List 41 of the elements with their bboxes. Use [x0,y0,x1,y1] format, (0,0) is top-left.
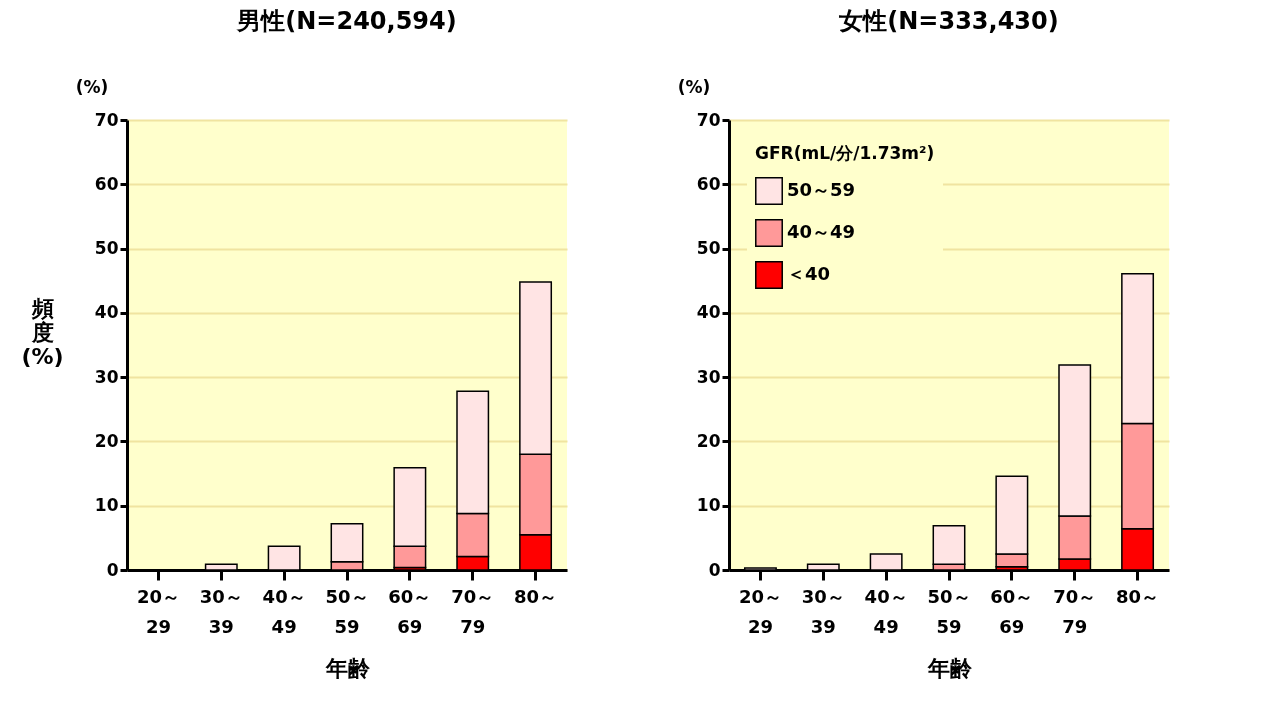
text: (%) [75,77,109,97]
y-tick-label: 50 [696,238,721,259]
legend-title: GFR(mL/分/1.73m²) [755,143,935,163]
x-tick-label: 20～ 29 [738,585,782,637]
y-tick-label: 40 [94,302,119,323]
y-tick-label: 0 [708,559,721,580]
x-tick-label: 80～ [1116,585,1160,607]
x-tick-label: 70～ 79 [1053,585,1097,637]
x-tick-label: 80～ [514,585,558,607]
y-tick-label: 30 [696,366,721,387]
legend-label: 40～49 [787,221,856,242]
y-tick-label: 20 [696,430,721,451]
x-axis-title: 年齢 [926,655,973,681]
legend-label: 50～59 [787,179,856,200]
x-tick-label: 60～ 69 [388,585,432,637]
y-axis-title: 頻度(%) [21,295,64,369]
x-tick-label: 70～ 79 [451,585,495,637]
x-tick-label: 30～ 39 [801,585,845,637]
y-tick-label: 30 [94,366,119,387]
x-tick-label: 30～ 39 [199,585,243,637]
y-tick-label: 60 [696,173,721,194]
x-tick-label: 20～ 29 [136,585,180,637]
x-tick-label: 40～ 49 [262,585,306,637]
x-tick-label: 40～ 49 [864,585,908,637]
y-tick-label: 40 [696,302,721,323]
y-tick-label: 70 [696,109,721,130]
chart-title: 男性(N=240,594) [236,7,457,35]
y-tick-label: 50 [94,238,119,259]
x-tick-label: 50～ 59 [927,585,971,637]
x-axis-title: 年齢 [324,655,371,681]
y-tick-label: 70 [94,109,119,130]
y-tick-label: 60 [94,173,119,194]
x-tick-label: 50～ 59 [325,585,369,637]
y-tick-label: 10 [696,495,721,516]
text: (%) [677,77,711,97]
y-tick-label: 10 [94,495,119,516]
y-tick-label: 20 [94,430,119,451]
y-tick-label: 0 [106,559,119,580]
chart-title: 女性(N=333,430) [838,7,1059,35]
x-tick-label: 60～ 69 [990,585,1034,637]
legend-label: ＜40 [787,263,831,284]
